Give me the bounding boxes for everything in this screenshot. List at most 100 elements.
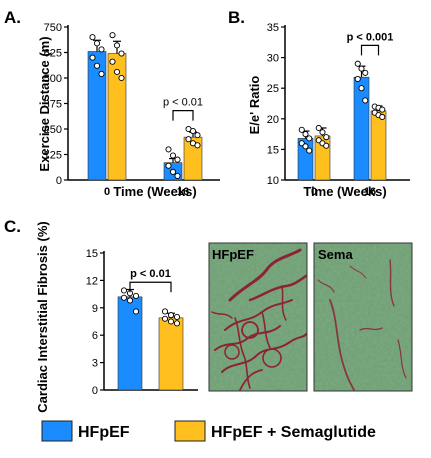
- panel-label-b: B.: [228, 8, 245, 27]
- chart-b-data-point: [379, 113, 386, 121]
- chart-a-data-point: [109, 32, 116, 39]
- chart-a-ytick-label: 750: [44, 22, 62, 34]
- chart-b-data-point: [323, 134, 330, 141]
- chart-b-data-point: [362, 97, 369, 104]
- chart-c-bar: [158, 317, 184, 391]
- chart-b-bar: [353, 76, 370, 181]
- chart-a-data-point: [165, 146, 172, 153]
- chart-a-data-point: [98, 46, 105, 53]
- chart-c-ytick-label: 9: [92, 303, 98, 315]
- chart-c-data-point: [173, 320, 181, 327]
- chart-a-data-point: [89, 34, 96, 41]
- micrograph-hfpef-frame: [208, 242, 308, 392]
- chart-a-category-label: 0: [104, 186, 110, 198]
- chart-a-ytick-label: 625: [44, 48, 62, 60]
- chart-c-ytick-label: 12: [86, 275, 98, 287]
- chart-a-ytick-label: 250: [44, 124, 62, 136]
- chart-a-data-point: [185, 136, 192, 143]
- legend-label-hfpef: HFpEF: [78, 424, 130, 441]
- chart-b-data-point: [354, 60, 361, 67]
- chart-a-significance-label: p < 0.01: [163, 97, 203, 109]
- chart-c-ytick-label: 0: [92, 385, 98, 397]
- chart-a-exercise-distance: Exercise Distance (m) Time (Weeks) 0 125 2…: [37, 22, 220, 199]
- chart-a-ytick-label: 375: [44, 99, 62, 111]
- chart-a-data-point: [189, 127, 197, 135]
- chart-a-data-point: [93, 40, 101, 47]
- legend: HFpEF HFpEF + Semaglutide: [41, 420, 376, 442]
- chart-b-data-point: [306, 135, 313, 142]
- micrograph-hfpef: HFpEF: [208, 242, 308, 392]
- chart-b-ytick-label: 30: [267, 53, 279, 65]
- chart-b-ytick-label: 20: [267, 114, 279, 126]
- chart-b-data-point: [323, 142, 330, 149]
- chart-a-ytick-label: 0: [56, 175, 62, 187]
- chart-c-data-point: [132, 292, 140, 299]
- chart-a-data-point: [194, 132, 201, 139]
- chart-a-data-point: [194, 142, 201, 149]
- chart-c-ytick-label: 3: [92, 358, 98, 370]
- chart-c-significance-label: p < 0.01: [130, 268, 171, 280]
- chart-c-ytick-label: 15: [86, 248, 98, 260]
- chart-b-data-point: [319, 129, 326, 136]
- chart-b-data-point: [379, 106, 386, 113]
- chart-b-ytick-label: 15: [267, 144, 279, 156]
- chart-a-data-point: [174, 156, 181, 163]
- chart-b-data-point: [315, 124, 322, 132]
- chart-b-ytick-label: 25: [267, 83, 279, 95]
- micrograph-hfpef-label: HFpEF: [212, 247, 254, 262]
- chart-c-data-point: [132, 308, 140, 315]
- chart-c-data-point: [161, 315, 169, 322]
- chart-c-data-point: [126, 297, 134, 304]
- chart-a-ytick-label: 125: [44, 150, 62, 162]
- chart-b-ee-ratio: E/e' Ratio Time (Weeks) 10 15 20 25 30 35 0 16 p…: [247, 22, 410, 199]
- micrograph-hfpef-texture: [209, 243, 307, 391]
- chart-c-data-point: [173, 313, 181, 320]
- chart-b-data-point: [306, 147, 313, 154]
- chart-a-data-point: [89, 54, 96, 61]
- micrograph-sema-fibrosis: [317, 259, 407, 391]
- chart-c-ytick-label: 6: [92, 330, 98, 342]
- micrograph-sema-frame: [313, 242, 413, 392]
- chart-a-category-label: 16: [177, 186, 189, 198]
- chart-c-ylabel: Cardiac Interstitial Fibrosis (%): [35, 221, 50, 412]
- chart-c-significance-bracket: [129, 281, 172, 293]
- chart-a-data-point: [169, 168, 177, 175]
- chart-b-data-point: [302, 143, 309, 150]
- chart-b-xlabel: Time (Weeks): [303, 184, 386, 199]
- chart-b-data-point: [358, 85, 365, 92]
- chart-a-ylabel: Exercise Distance (m): [37, 36, 52, 171]
- chart-a-significance-bracket: [172, 110, 194, 121]
- chart-b-significance-bracket: [360, 44, 380, 56]
- chart-a-data-point: [118, 74, 125, 82]
- micrograph-hfpef-fibrosis: [211, 248, 308, 391]
- chart-c-fibrosis: Cardiac Interstitial Fibrosis (%) 0 3 6 9 12…: [35, 221, 198, 413]
- chart-a-data-point: [165, 162, 172, 169]
- chart-a-bar: [87, 51, 107, 181]
- chart-a-data-point: [98, 70, 105, 77]
- chart-a-data-point: [113, 68, 121, 75]
- chart-b-bar: [370, 110, 387, 181]
- chart-b-data-point: [362, 69, 369, 76]
- chart-b-ytick-label: 10: [267, 175, 279, 187]
- micrograph-sema: Sema: [313, 242, 413, 392]
- legend-swatch-hfpef: [41, 420, 73, 442]
- chart-a-data-point: [93, 62, 101, 69]
- chart-a-xlabel: Time (Weeks): [113, 184, 196, 199]
- chart-a-data-point: [118, 50, 125, 57]
- panel-label-c: C.: [4, 217, 21, 236]
- chart-a-data-point: [113, 42, 121, 49]
- chart-b-significance-label: p < 0.001: [347, 31, 394, 43]
- micrograph-sema-texture: [314, 243, 412, 391]
- chart-c-data-point: [167, 318, 175, 325]
- micrograph-sema-label: Sema: [318, 247, 353, 262]
- chart-a-data-point: [169, 152, 177, 159]
- chart-b-data-point: [358, 65, 365, 72]
- chart-a-ytick-label: 500: [44, 73, 62, 85]
- panel-label-a: A.: [4, 8, 21, 27]
- legend-swatch-sema: [174, 420, 206, 442]
- chart-b-category-label: 16: [364, 186, 376, 198]
- chart-c-data-point: [161, 308, 169, 315]
- chart-c-data-point: [120, 294, 128, 301]
- chart-b-data-point: [298, 126, 305, 133]
